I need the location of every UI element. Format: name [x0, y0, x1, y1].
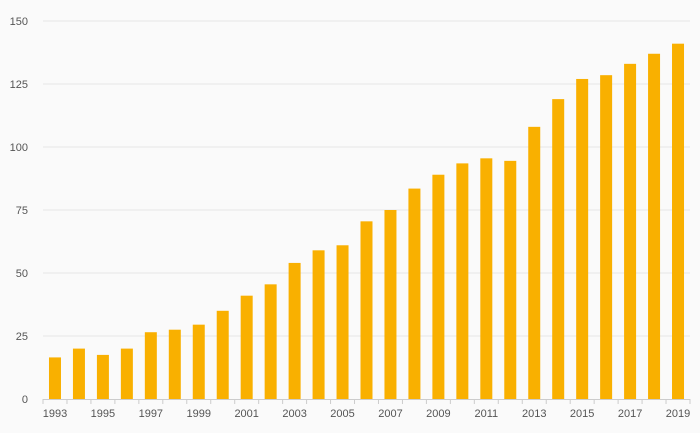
x-tick-label: 2001: [234, 408, 258, 420]
y-tick-label: 50: [16, 268, 28, 280]
x-tick-label: 2003: [282, 408, 306, 420]
x-tick-label: 2019: [666, 408, 690, 420]
x-tick-label: 2013: [522, 408, 546, 420]
bar-1997: [144, 332, 157, 399]
bar-2012: [504, 160, 517, 399]
bar-2019: [672, 43, 685, 400]
bar-2000: [216, 310, 229, 399]
bar-2004: [312, 250, 325, 399]
bar-2011: [480, 158, 493, 399]
x-tick-label: 2011: [474, 408, 498, 420]
bar-1998: [168, 329, 181, 399]
bar-2013: [528, 126, 541, 399]
y-tick-label: 150: [10, 16, 28, 28]
x-axis-tick-labels: 1993 1995 1997 1999 2001 2003 2005 2007 2009 2011…: [43, 408, 691, 420]
bar-2005: [336, 245, 349, 399]
bars: [48, 43, 685, 400]
y-tick-label: 100: [10, 142, 28, 154]
bar-1996: [120, 348, 133, 399]
bar-2008: [408, 188, 421, 399]
bar-1995: [96, 354, 109, 399]
x-tick-label: 1997: [139, 408, 163, 420]
x-tick-label: 2017: [618, 408, 642, 420]
bar-1999: [192, 324, 205, 399]
x-tick-label: 1995: [91, 408, 115, 420]
bar-2016: [600, 75, 613, 400]
x-tick-label: 1999: [187, 408, 211, 420]
bar-2014: [552, 99, 565, 400]
bar-2006: [360, 221, 373, 399]
bar-2001: [240, 295, 253, 399]
x-tick-label: 1993: [43, 408, 67, 420]
x-tick-label: 2007: [378, 408, 402, 420]
bar-2017: [624, 63, 637, 400]
x-tick-label: 2009: [426, 408, 450, 420]
bar-2002: [264, 284, 277, 399]
y-tick-label: 0: [22, 394, 28, 406]
x-tick-label: 2015: [570, 408, 594, 420]
y-tick-label: 75: [16, 205, 28, 217]
bar-2018: [648, 53, 661, 399]
bar-2009: [432, 174, 445, 399]
y-tick-label: 125: [10, 79, 28, 91]
x-axis: [42, 399, 691, 404]
x-tick-label: 2005: [330, 408, 354, 420]
bar-2007: [384, 210, 397, 399]
bar-2010: [456, 163, 469, 399]
y-axis-tick-labels: 0 25 50 75 100 125 150: [10, 16, 28, 406]
bar-2015: [576, 78, 589, 400]
bar-1994: [72, 348, 85, 399]
bar-2003: [288, 262, 301, 399]
y-tick-label: 25: [16, 331, 28, 343]
bar-1993: [48, 357, 61, 399]
